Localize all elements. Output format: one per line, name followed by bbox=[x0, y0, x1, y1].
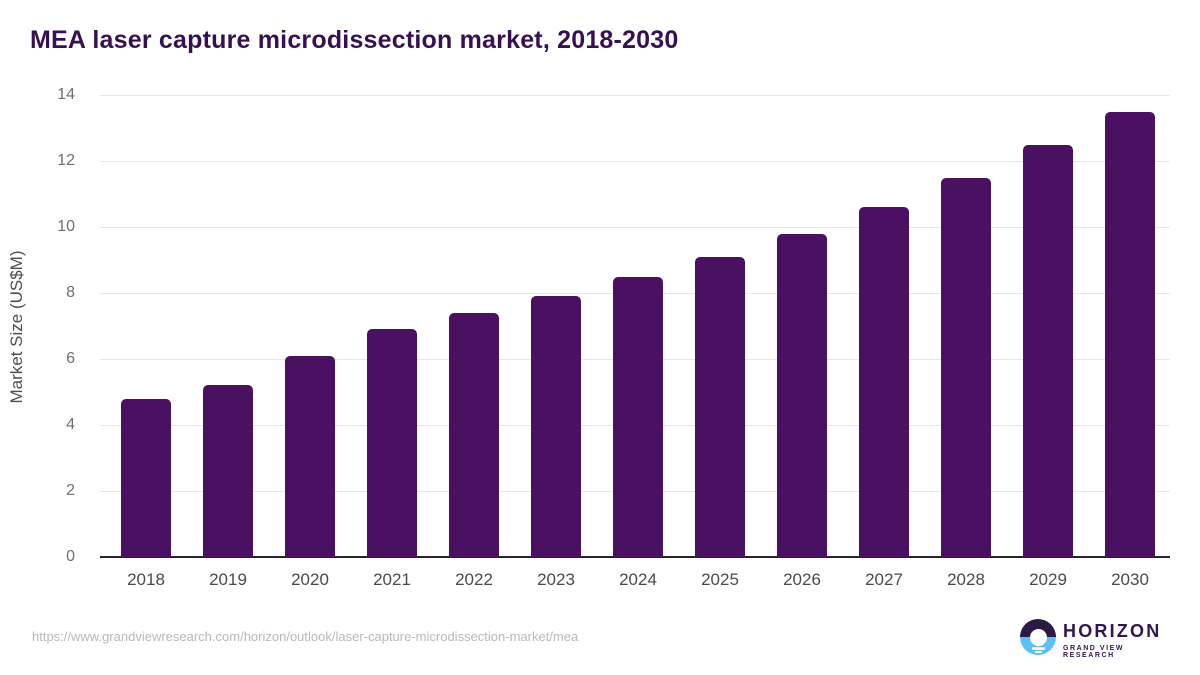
x-tick-label: 2018 bbox=[127, 570, 165, 589]
bar-2026 bbox=[777, 233, 827, 557]
source-url: https://www.grandviewresearch.com/horizo… bbox=[32, 629, 579, 644]
bar-2023 bbox=[531, 296, 581, 557]
bar-2027 bbox=[859, 207, 909, 557]
x-tick-label: 2028 bbox=[947, 570, 985, 589]
reflection-line bbox=[1031, 647, 1045, 650]
y-tick-label: 8 bbox=[66, 284, 75, 301]
y-tick-label: 0 bbox=[66, 548, 75, 565]
bar-2028 bbox=[941, 177, 991, 557]
x-tick-label: 2022 bbox=[455, 570, 493, 589]
bar-2021 bbox=[367, 329, 417, 557]
logo-text: HORIZON GRAND VIEW RESEARCH bbox=[1063, 621, 1161, 659]
sun-shape bbox=[1029, 629, 1047, 646]
horizon-sunset-icon bbox=[1020, 619, 1056, 655]
reflection-line bbox=[1034, 651, 1042, 653]
y-axis-tick-labels: 0 2 4 6 8 10 12 14 bbox=[0, 87, 88, 565]
gridline bbox=[100, 95, 1170, 96]
bar-2025 bbox=[695, 256, 745, 557]
logo-title: HORIZON bbox=[1063, 621, 1162, 641]
bar-2020 bbox=[285, 355, 335, 557]
x-tick-label: 2027 bbox=[865, 570, 903, 589]
page-title: MEA laser capture microdissection market… bbox=[30, 26, 679, 54]
y-tick-label: 14 bbox=[57, 86, 75, 103]
x-tick-label: 2020 bbox=[291, 570, 329, 589]
y-tick-label: 12 bbox=[57, 152, 75, 169]
bar-2018 bbox=[121, 398, 171, 557]
horizon-logo: HORIZON GRAND VIEW RESEARCH bbox=[1020, 618, 1161, 659]
x-axis-tick-labels: 2018 2019 2020 2021 2022 2023 2024 2025 2026 2027… bbox=[100, 570, 1170, 596]
gridline bbox=[100, 161, 1170, 162]
x-tick-label: 2026 bbox=[783, 570, 821, 589]
bar-2022 bbox=[449, 312, 499, 557]
x-tick-label: 2021 bbox=[373, 570, 411, 589]
y-tick-label: 4 bbox=[66, 416, 75, 433]
x-tick-label: 2025 bbox=[701, 570, 739, 589]
x-tick-label: 2024 bbox=[619, 570, 657, 589]
x-tick-label: 2029 bbox=[1029, 570, 1067, 589]
y-tick-label: 10 bbox=[57, 218, 75, 235]
bar-2019 bbox=[203, 385, 253, 557]
x-tick-label: 2023 bbox=[537, 570, 575, 589]
bar-2024 bbox=[613, 276, 663, 557]
y-tick-label: 6 bbox=[66, 350, 75, 367]
bar-2030 bbox=[1105, 111, 1155, 557]
x-tick-label: 2019 bbox=[209, 570, 247, 589]
y-tick-label: 2 bbox=[66, 482, 75, 499]
plot-area bbox=[100, 95, 1170, 558]
bar-2029 bbox=[1023, 144, 1073, 557]
gridline bbox=[100, 227, 1170, 228]
x-axis-line bbox=[100, 556, 1170, 558]
x-tick-label: 2030 bbox=[1111, 570, 1149, 589]
logo-subtitle: GRAND VIEW RESEARCH bbox=[1063, 645, 1124, 659]
